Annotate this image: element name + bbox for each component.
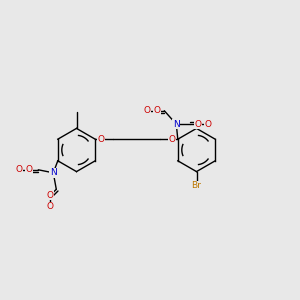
Text: O: O bbox=[47, 202, 54, 211]
Text: Br: Br bbox=[192, 182, 201, 190]
Text: O: O bbox=[47, 191, 54, 200]
Text: O: O bbox=[204, 120, 211, 129]
Text: O: O bbox=[144, 106, 151, 115]
Text: O: O bbox=[15, 165, 22, 174]
Text: O: O bbox=[195, 120, 202, 129]
Text: N: N bbox=[50, 168, 57, 177]
Text: O: O bbox=[26, 165, 33, 174]
Text: O: O bbox=[169, 135, 176, 144]
Text: N: N bbox=[173, 120, 180, 129]
Text: O: O bbox=[97, 135, 104, 144]
Text: O: O bbox=[153, 106, 160, 115]
